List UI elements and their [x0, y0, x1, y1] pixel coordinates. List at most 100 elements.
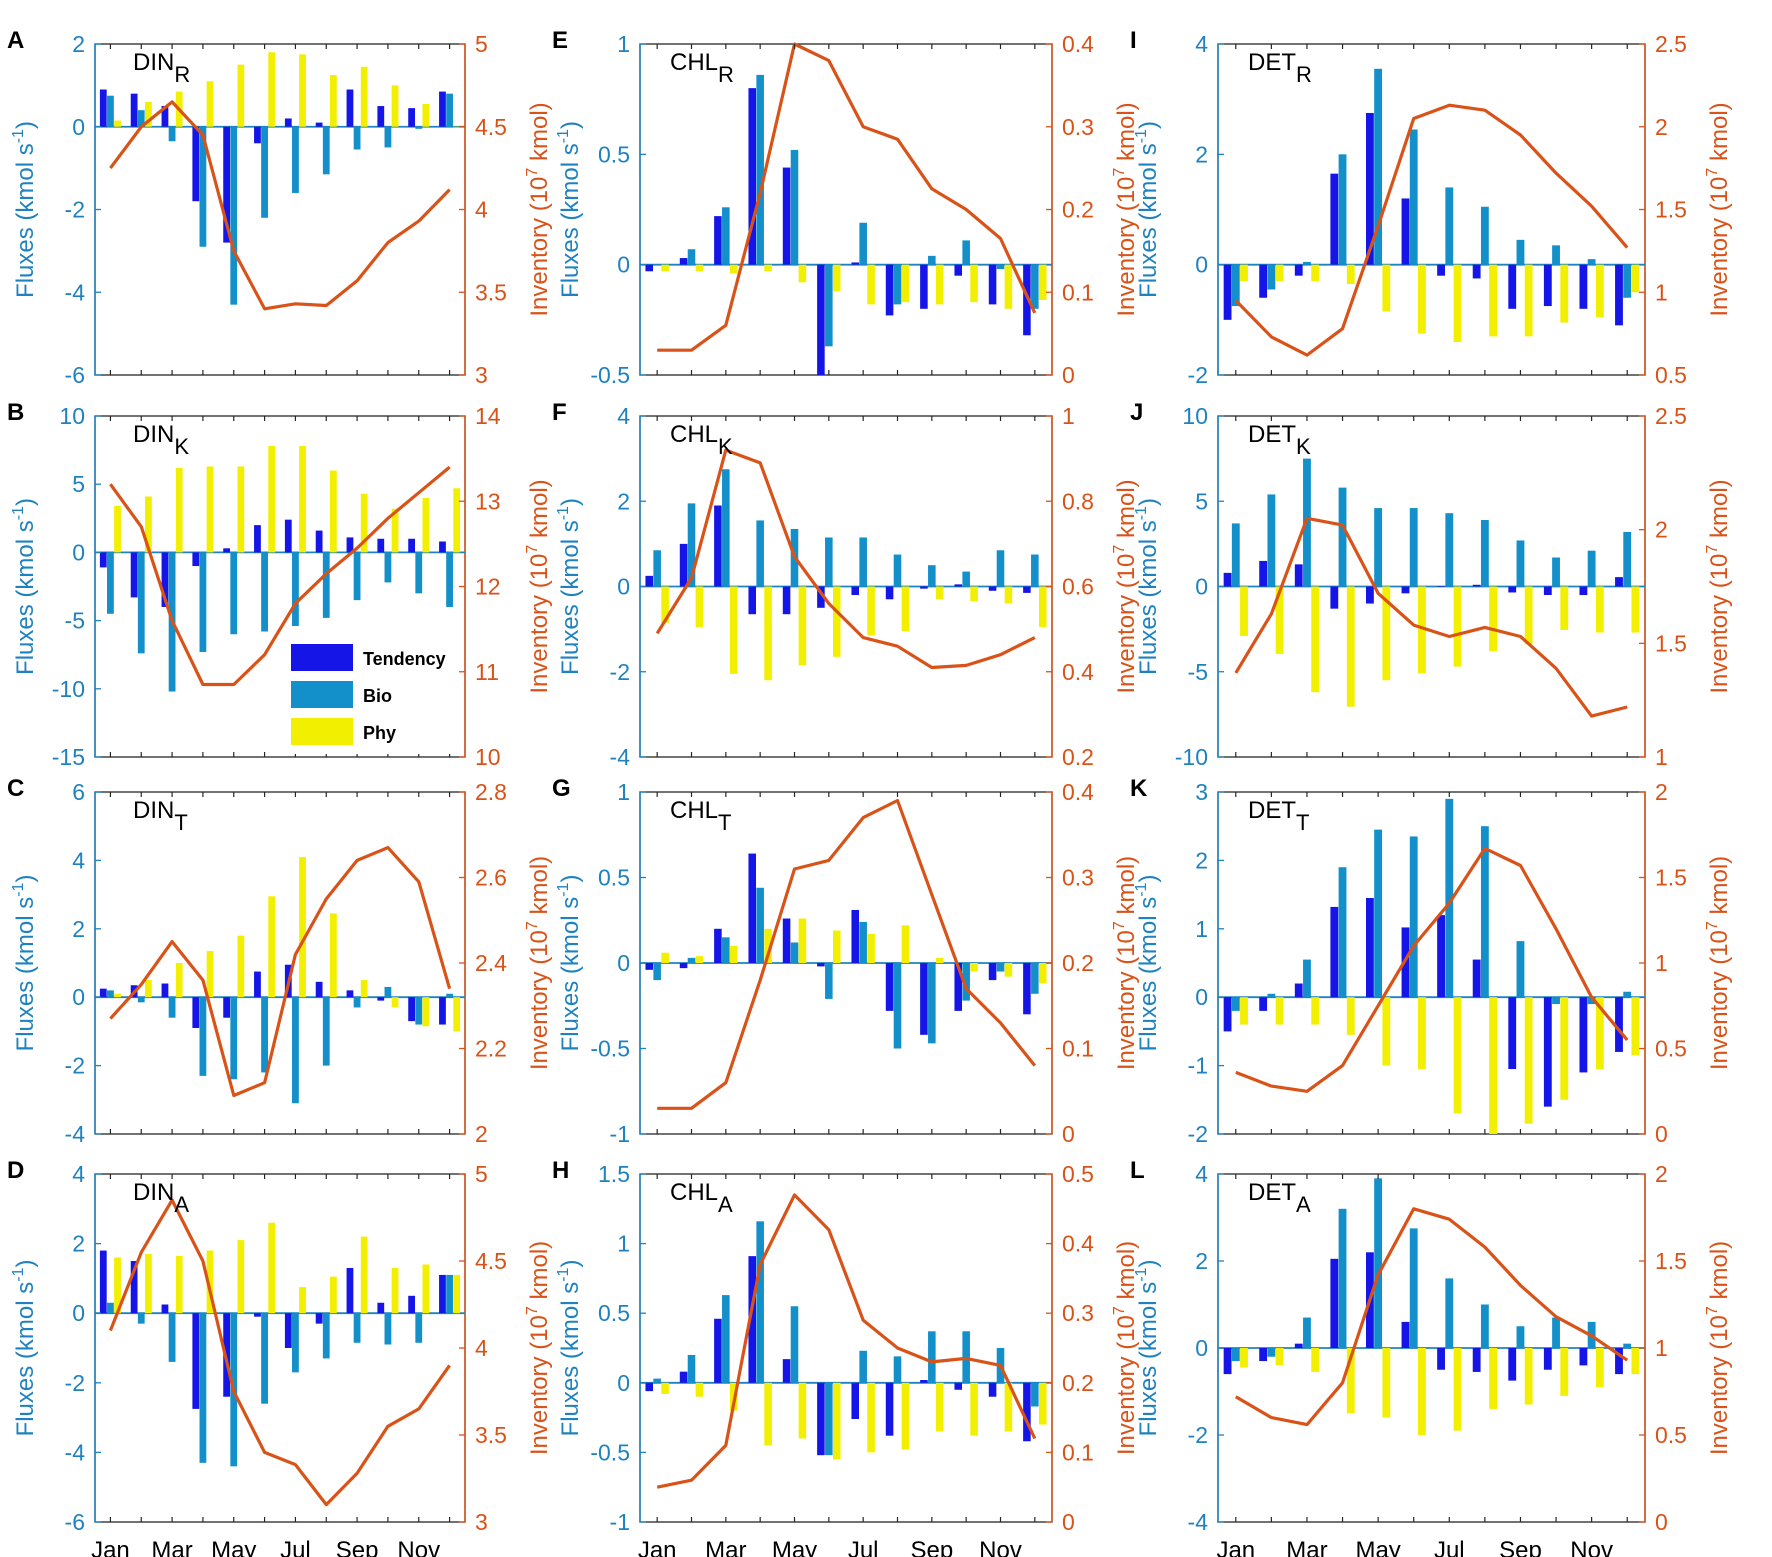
bio-bar — [1267, 993, 1276, 998]
tendency-bar — [161, 1304, 169, 1314]
tendency-bar — [1259, 997, 1268, 1011]
left-axis-title-superscript: -1 — [10, 882, 27, 896]
tendency-bar — [315, 981, 323, 998]
bio-bar — [230, 552, 238, 635]
right-tick-label: 2.5 — [1655, 403, 1687, 429]
bio-bar — [415, 1313, 423, 1343]
phy-bar — [237, 935, 245, 998]
month-label: Mar — [1286, 1537, 1327, 1557]
plot-area — [94, 791, 466, 1135]
tendency-bar — [1508, 997, 1517, 1070]
tendency-bar — [99, 89, 107, 127]
right-axis-title: Inventory (107 kmol) — [524, 102, 553, 316]
right-tick-label: 0.4 — [1062, 1231, 1094, 1257]
tendency-bar — [679, 963, 688, 969]
tendency-bar — [782, 586, 791, 615]
panel-d: -6 -4 -2 0 2 4 3 3.5 4 4.5 5 Jan Mar May Jul Sep Nov D DIN… — [7, 1157, 553, 1557]
title-subscript: T — [1296, 810, 1309, 835]
tendency-bar — [377, 1302, 385, 1314]
phy-bar — [661, 1382, 669, 1394]
tendency-bar — [1294, 564, 1303, 587]
bio-bar — [261, 552, 268, 632]
tendency-bar — [920, 264, 928, 309]
right-tick-label: 0 — [1062, 1509, 1075, 1535]
tendency-bar — [346, 537, 354, 553]
right-axis-title-text: Inventory (10 — [1113, 554, 1140, 694]
phy-bar — [1489, 1348, 1498, 1409]
title-main: DIN — [133, 49, 174, 76]
tendency-bar — [1437, 1348, 1445, 1370]
left-tick-label: 4 — [1195, 1161, 1208, 1187]
phy-bar — [1275, 1348, 1284, 1366]
title-main: DIN — [133, 1179, 174, 1206]
bio-bar — [168, 126, 176, 142]
title-subscript: T — [174, 810, 187, 835]
right-axis-title-close: kmol) — [1706, 1241, 1733, 1306]
left-axis-title-close: ) — [557, 498, 584, 506]
phy-bar — [391, 85, 399, 127]
tendency-bar — [714, 928, 722, 963]
left-tick-label: 1 — [617, 1231, 630, 1257]
tendency-bar — [223, 548, 231, 553]
phy-bar — [1595, 1348, 1604, 1388]
title-subscript: R — [174, 62, 190, 87]
phy-bar — [729, 586, 738, 674]
bio-bar — [415, 552, 423, 594]
left-axis-title-superscript: -1 — [10, 1267, 27, 1281]
left-axis-title-close: ) — [1135, 875, 1162, 883]
bio-bar — [1516, 540, 1525, 587]
month-label: Sep — [1499, 1537, 1542, 1557]
phy-bar — [144, 1254, 152, 1314]
title-subscript: K — [718, 434, 733, 459]
phy-bar — [1311, 586, 1320, 693]
tendency-bar — [1543, 264, 1552, 307]
right-axis-title-close: kmol) — [1113, 856, 1140, 921]
left-axis-title: Fluxes (kmol s-1) — [10, 875, 39, 1052]
bio-bar — [292, 126, 299, 193]
left-axis-title-text: Fluxes (kmol s — [557, 520, 584, 675]
bio-bar — [261, 1313, 268, 1404]
bio-bar — [722, 1295, 730, 1383]
right-axis-title: Inventory (107 kmol) — [524, 1241, 553, 1455]
right-tick-label: 1 — [1062, 403, 1075, 429]
phy-bar — [1346, 997, 1355, 1035]
bio-bar — [322, 997, 330, 1066]
left-tick-label: -1 — [1188, 1053, 1208, 1079]
bio-bar — [928, 565, 936, 587]
phy-bar — [935, 264, 944, 305]
title-subscript: R — [1296, 62, 1312, 87]
right-axis-title-close: kmol) — [1113, 1241, 1140, 1306]
tendency-bar — [988, 1382, 997, 1397]
tendency-bar — [161, 552, 169, 607]
tendency-bar — [284, 118, 292, 127]
bio-bar — [859, 921, 867, 963]
bio-bar — [996, 264, 1005, 270]
phy-bar — [695, 1382, 704, 1397]
right-axis-title-superscript: 7 — [1704, 921, 1721, 930]
right-tick-label: 2 — [1655, 779, 1668, 805]
right-tick-label: 3 — [475, 362, 488, 388]
right-tick-label: 0.5 — [1655, 1036, 1687, 1062]
bio-bar — [687, 1354, 696, 1383]
bio-bar — [415, 997, 423, 1025]
right-axis-title-close: kmol) — [526, 102, 553, 167]
left-tick-label: -4 — [65, 1121, 86, 1147]
phy-bar — [144, 980, 152, 998]
tendency-bar — [254, 525, 261, 553]
left-axis-title-close: ) — [557, 875, 584, 883]
left-tick-label: 4 — [617, 403, 630, 429]
tendency-bar — [1472, 959, 1481, 998]
right-axis-title: Inventory (107 kmol) — [1111, 856, 1140, 1070]
phy-bar — [901, 925, 910, 963]
phy-bar — [268, 1222, 276, 1314]
tendency-bar — [130, 93, 138, 127]
tendency-bar — [885, 963, 894, 1011]
tendency-bar — [1401, 586, 1410, 594]
phy-bar — [798, 1382, 807, 1439]
phy-bar — [1004, 963, 1013, 977]
phy-bar — [1418, 264, 1426, 334]
right-axis-title-close: kmol) — [1706, 479, 1733, 544]
bio-bar — [825, 264, 833, 347]
phy-bar — [1038, 586, 1047, 627]
left-axis-title-close: ) — [12, 498, 39, 506]
